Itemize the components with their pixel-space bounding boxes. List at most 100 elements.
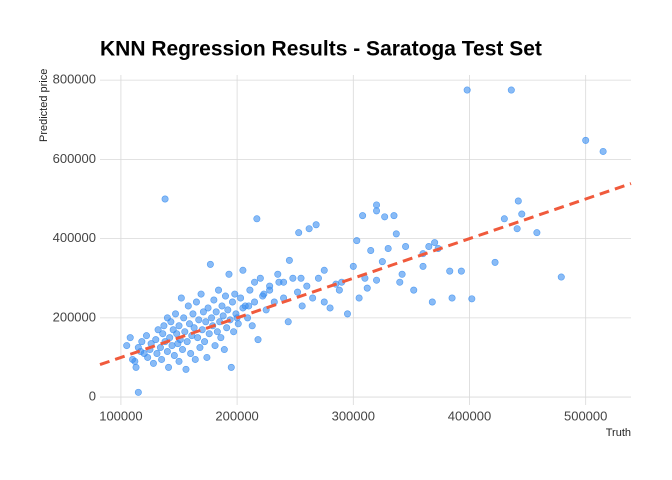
point xyxy=(320,266,328,274)
point xyxy=(212,308,220,316)
point xyxy=(184,302,192,310)
point xyxy=(355,294,363,302)
point xyxy=(463,86,471,94)
x-tick-label: 300000 xyxy=(332,408,375,423)
point xyxy=(363,284,371,292)
point xyxy=(491,258,499,266)
point xyxy=(144,353,152,361)
point xyxy=(230,328,238,336)
point xyxy=(156,344,164,352)
point xyxy=(373,276,381,284)
point xyxy=(220,346,228,354)
point xyxy=(309,294,317,302)
point xyxy=(582,136,590,144)
point xyxy=(294,288,302,296)
point xyxy=(126,334,134,342)
point xyxy=(134,388,142,396)
point xyxy=(239,266,247,274)
point xyxy=(217,334,225,342)
point xyxy=(373,207,381,215)
point xyxy=(256,274,264,282)
point xyxy=(384,245,392,253)
point xyxy=(213,328,221,336)
point xyxy=(204,304,212,312)
point xyxy=(159,330,167,338)
point xyxy=(208,314,216,322)
point xyxy=(390,212,398,220)
point xyxy=(224,306,232,314)
point xyxy=(175,322,183,330)
point xyxy=(599,147,607,155)
point xyxy=(228,298,236,306)
point xyxy=(160,322,168,330)
point xyxy=(305,225,313,233)
point xyxy=(227,363,235,371)
point xyxy=(259,292,267,300)
point xyxy=(195,316,203,324)
point xyxy=(210,296,218,304)
point xyxy=(295,229,303,237)
point xyxy=(225,270,233,278)
point xyxy=(201,338,209,346)
point xyxy=(180,314,188,322)
point xyxy=(241,302,249,310)
x-tick-label: 500000 xyxy=(564,408,607,423)
point xyxy=(231,290,239,298)
point xyxy=(149,359,157,367)
point xyxy=(297,274,305,282)
x-tick-label: 200000 xyxy=(215,408,258,423)
point xyxy=(326,304,334,312)
point xyxy=(448,294,456,302)
x-tick-label: 100000 xyxy=(99,408,142,423)
point xyxy=(507,86,515,94)
point xyxy=(254,336,262,344)
chart-title: KNN Regression Results - Saratoga Test S… xyxy=(100,38,542,61)
point xyxy=(152,336,160,344)
point xyxy=(251,298,259,306)
point xyxy=(167,318,175,326)
point xyxy=(223,324,231,332)
point xyxy=(153,349,161,357)
y-tick-label: 600000 xyxy=(53,151,96,166)
point xyxy=(431,239,439,247)
point xyxy=(248,322,256,330)
point xyxy=(183,338,191,346)
x-axis-label: Truth xyxy=(606,427,631,439)
point xyxy=(168,342,176,350)
point xyxy=(142,332,150,340)
point xyxy=(349,262,357,270)
point xyxy=(202,318,210,326)
point xyxy=(131,357,139,365)
point xyxy=(381,213,389,221)
x-tick-label: 400000 xyxy=(448,408,491,423)
y-tick-label: 400000 xyxy=(53,230,96,245)
point xyxy=(158,355,166,363)
point xyxy=(191,355,199,363)
point xyxy=(185,320,193,328)
point xyxy=(285,256,293,264)
point xyxy=(266,286,274,294)
point xyxy=(518,210,526,218)
point xyxy=(219,312,227,320)
point xyxy=(312,221,320,229)
point xyxy=(172,310,180,318)
point xyxy=(203,353,211,361)
point xyxy=(175,357,183,365)
point xyxy=(425,243,433,251)
point xyxy=(533,229,541,237)
point xyxy=(284,318,292,326)
point xyxy=(205,330,213,338)
point xyxy=(163,348,171,356)
point xyxy=(298,302,306,310)
point xyxy=(320,298,328,306)
point xyxy=(246,286,254,294)
reference-line xyxy=(99,182,632,367)
point xyxy=(557,273,565,281)
point xyxy=(196,344,204,352)
point xyxy=(274,270,282,278)
point xyxy=(378,258,386,266)
point xyxy=(367,246,375,254)
point xyxy=(138,338,146,346)
